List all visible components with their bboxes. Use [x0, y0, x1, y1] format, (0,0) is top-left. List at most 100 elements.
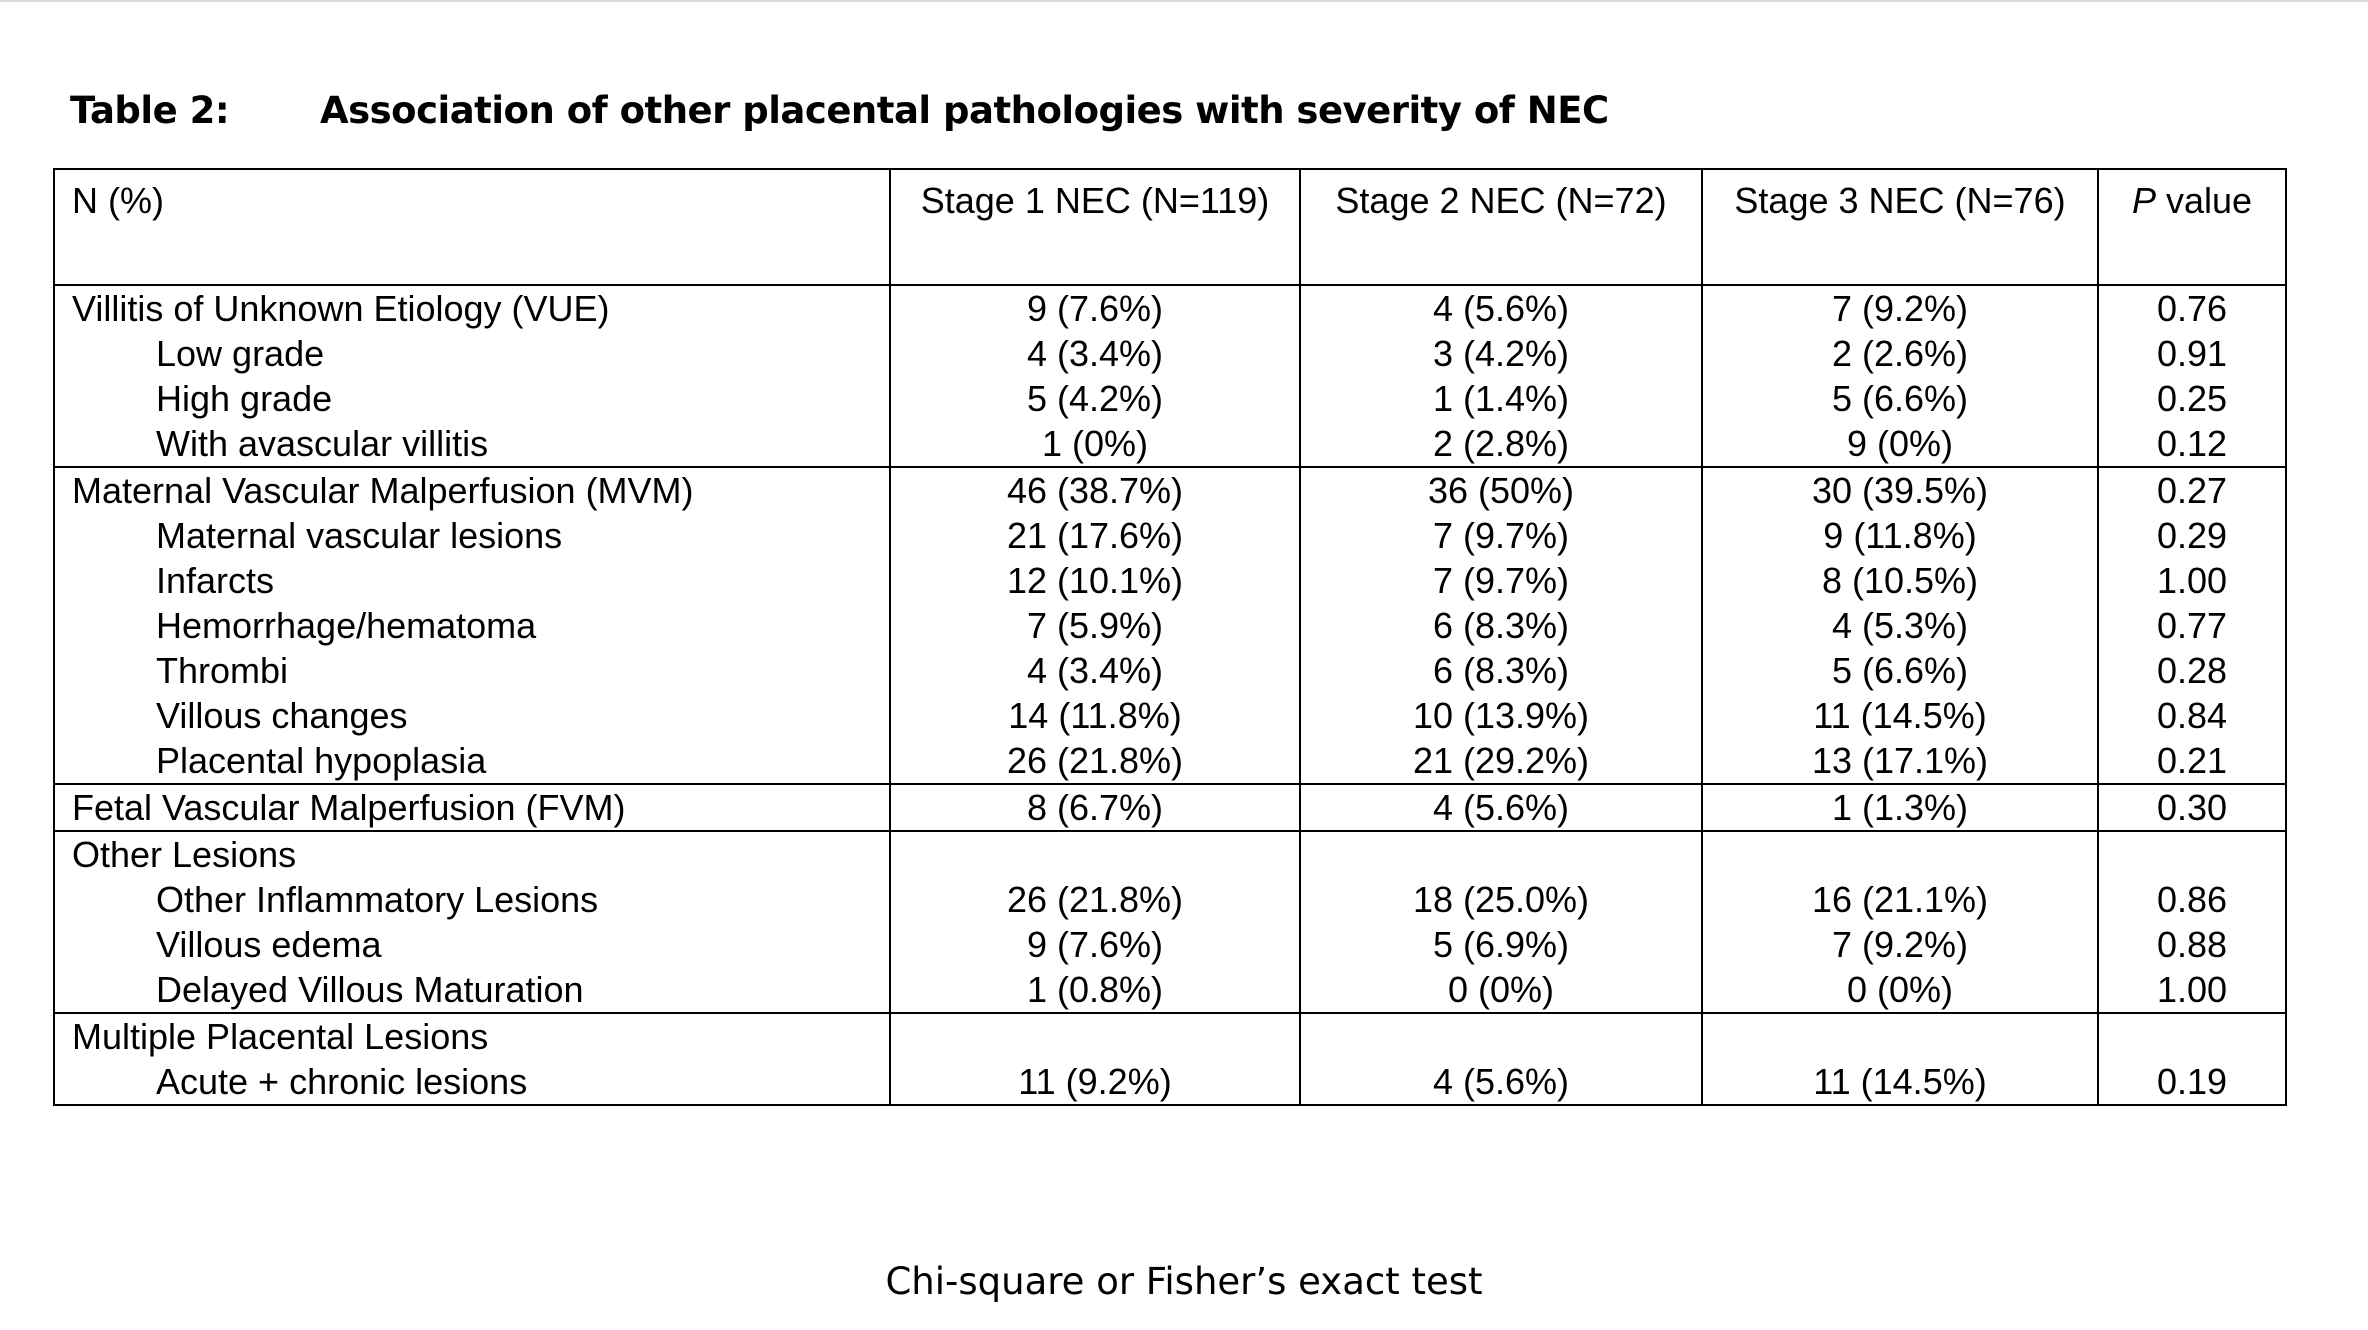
stage-3-value-cell: 1 (1.3%)	[1701, 783, 2099, 832]
stage-2-value-cell: 4 (5.6%)	[1299, 1012, 1703, 1106]
stage-3-value-cell: 7 (9.2%) 2 (2.6%) 5 (6.6%) 9 (0%)	[1701, 284, 2099, 468]
row-label: Other Lesions	[72, 834, 297, 875]
header-p-italic: P	[2131, 180, 2156, 221]
stage-3-value: 5 (6.6%)	[1831, 378, 1969, 419]
stage-2-value: 36 (50%)	[1427, 470, 1575, 511]
stage-2-value: 2 (2.8%)	[1432, 423, 1570, 464]
p-value-cell: 0.76 0.91 0.25 0.12	[2097, 284, 2287, 468]
stage-1-value-cell: 8 (6.7%)	[889, 783, 1301, 832]
header-stage-3: Stage 3 NEC (N=76)	[1701, 168, 2099, 286]
stage-1-value-cell: 11 (9.2%)	[889, 1012, 1301, 1106]
row-label: High grade	[156, 378, 333, 419]
stage-3-value	[1703, 1014, 2097, 1059]
stage-1-value: 21 (17.6%)	[1006, 515, 1184, 556]
stage-2-value: 0 (0%)	[1447, 969, 1555, 1010]
stage-3-value: 9 (11.8%)	[1823, 515, 1977, 556]
stage-1-value: 12 (10.1%)	[1006, 560, 1184, 601]
stage-1-value: 4 (3.4%)	[1026, 333, 1164, 374]
stage-3-value: 7 (9.2%)	[1831, 924, 1969, 965]
stage-1-value	[891, 832, 1299, 877]
stage-3-value-cell: 11 (14.5%)	[1701, 1012, 2099, 1106]
stage-3-value: 5 (6.6%)	[1831, 650, 1969, 691]
stage-2-value: 4 (5.6%)	[1432, 288, 1570, 329]
p-value-cell: 0.30	[2097, 783, 2287, 832]
stage-1-value: 7 (5.9%)	[1026, 605, 1164, 646]
table-title: Association of other placental pathologi…	[320, 88, 1609, 132]
stage-2-value: 4 (5.6%)	[1432, 1061, 1570, 1102]
table-number: Table 2:	[70, 88, 230, 132]
stage-2-value-cell: 18 (25.0%) 5 (6.9%) 0 (0%)	[1299, 830, 1703, 1014]
stage-1-value: 9 (7.6%)	[1026, 288, 1164, 329]
stage-1-value-cell: 9 (7.6%) 4 (3.4%) 5 (4.2%) 1 (0%)	[889, 284, 1301, 468]
p-value: 0.91	[2156, 333, 2228, 374]
stage-2-value: 5 (6.9%)	[1432, 924, 1570, 965]
row-label-cell: Multiple Placental Lesions Acute + chroni…	[53, 1012, 891, 1106]
stage-1-value: 1 (0%)	[1041, 423, 1149, 464]
stage-2-value: 10 (13.9%)	[1412, 695, 1590, 736]
stage-2-value-cell: 4 (5.6%) 3 (4.2%) 1 (1.4%) 2 (2.8%)	[1299, 284, 1703, 468]
row-label: Delayed Villous Maturation	[156, 969, 584, 1010]
row-label: Hemorrhage/hematoma	[156, 605, 537, 646]
stage-1-value: 11 (9.2%)	[1018, 1061, 1172, 1102]
header-p-rest: value	[2155, 180, 2253, 221]
stage-1-value: 8 (6.7%)	[1026, 787, 1164, 828]
stage-3-value: 0 (0%)	[1846, 969, 1954, 1010]
stage-1-value: 1 (0.8%)	[1026, 969, 1164, 1010]
stage-3-value: 11 (14.5%)	[1813, 695, 1987, 736]
row-label: Other Inflammatory Lesions	[156, 879, 599, 920]
stage-1-value: 26 (21.8%)	[1006, 740, 1184, 781]
table-group-row: Other Lesions Other Inflammatory Lesions V…	[53, 830, 2287, 1014]
p-value: 0.84	[2156, 695, 2228, 736]
p-value-cell: 0.19	[2097, 1012, 2287, 1106]
header-row: N (%) Stage 1 NEC (N=119) Stage 2 NEC (N…	[53, 168, 2287, 286]
stage-1-value: 9 (7.6%)	[1026, 924, 1164, 965]
header-stage-1: Stage 1 NEC (N=119)	[889, 168, 1301, 286]
stage-2-value: 6 (8.3%)	[1432, 605, 1570, 646]
p-value: 1.00	[2156, 560, 2228, 601]
p-value-cell: 0.27 0.29 1.00 0.77 0.28 0.84 0.21	[2097, 466, 2287, 785]
stage-3-value: 4 (5.3%)	[1831, 605, 1969, 646]
table-group-row: Villitis of Unknown Etiology (VUE) Low gr…	[53, 284, 2287, 468]
stage-2-value: 3 (4.2%)	[1432, 333, 1570, 374]
footnote: Chi-square or Fisher’s exact test	[885, 1260, 1483, 1303]
stage-3-value: 8 (10.5%)	[1821, 560, 1979, 601]
row-label: Fetal Vascular Malperfusion (FVM)	[72, 787, 626, 828]
row-label-cell: Maternal Vascular Malperfusion (MVM) Mate…	[53, 466, 891, 785]
row-label: Thrombi	[156, 650, 289, 691]
stage-1-value: 46 (38.7%)	[1006, 470, 1184, 511]
stage-1-value-cell: 46 (38.7%) 21 (17.6%) 12 (10.1%) 7 (5.9%) 4 …	[889, 466, 1301, 785]
p-value: 0.25	[2156, 378, 2228, 419]
p-value	[2099, 832, 2285, 877]
header-stage-2: Stage 2 NEC (N=72)	[1299, 168, 1703, 286]
data-table: N (%) Stage 1 NEC (N=119) Stage 2 NEC (N…	[53, 168, 2287, 1106]
header-n-percent: N (%)	[53, 168, 891, 286]
row-label: Villitis of Unknown Etiology (VUE)	[72, 288, 610, 329]
table-group-row: Maternal Vascular Malperfusion (MVM) Mate…	[53, 466, 2287, 785]
table-caption: Table 2: Association of other placental …	[70, 80, 1609, 140]
stage-3-value: 11 (14.5%)	[1813, 1061, 1987, 1102]
table-group-row: Fetal Vascular Malperfusion (FVM) 8 (6.7%…	[53, 783, 2287, 832]
row-label-cell: Villitis of Unknown Etiology (VUE) Low gr…	[53, 284, 891, 468]
stage-2-value	[1301, 832, 1701, 877]
p-value-cell: 0.86 0.88 1.00	[2097, 830, 2287, 1014]
stage-3-value: 30 (39.5%)	[1811, 470, 1989, 511]
stage-3-value	[1703, 832, 2097, 877]
stage-2-value: 1 (1.4%)	[1432, 378, 1570, 419]
p-value: 0.30	[2156, 787, 2228, 828]
row-label: Villous edema	[156, 924, 382, 965]
stage-3-value-cell: 16 (21.1%) 7 (9.2%) 0 (0%)	[1701, 830, 2099, 1014]
p-value: 0.27	[2156, 470, 2228, 511]
p-value: 0.19	[2156, 1061, 2228, 1102]
row-label: Infarcts	[156, 560, 275, 601]
stage-3-value-cell: 30 (39.5%) 9 (11.8%) 8 (10.5%) 4 (5.3%) 5 (6…	[1701, 466, 2099, 785]
p-value: 0.12	[2156, 423, 2228, 464]
row-label-cell: Other Lesions Other Inflammatory Lesions V…	[53, 830, 891, 1014]
stage-2-value	[1301, 1014, 1701, 1059]
stage-1-value: 14 (11.8%)	[1008, 695, 1182, 736]
p-value	[2099, 1014, 2285, 1059]
stage-3-value: 16 (21.1%)	[1811, 879, 1989, 920]
row-label-cell: Fetal Vascular Malperfusion (FVM)	[53, 783, 891, 832]
stage-3-value: 9 (0%)	[1846, 423, 1954, 464]
stage-3-value: 1 (1.3%)	[1831, 787, 1969, 828]
row-label: Maternal Vascular Malperfusion (MVM)	[72, 470, 694, 511]
